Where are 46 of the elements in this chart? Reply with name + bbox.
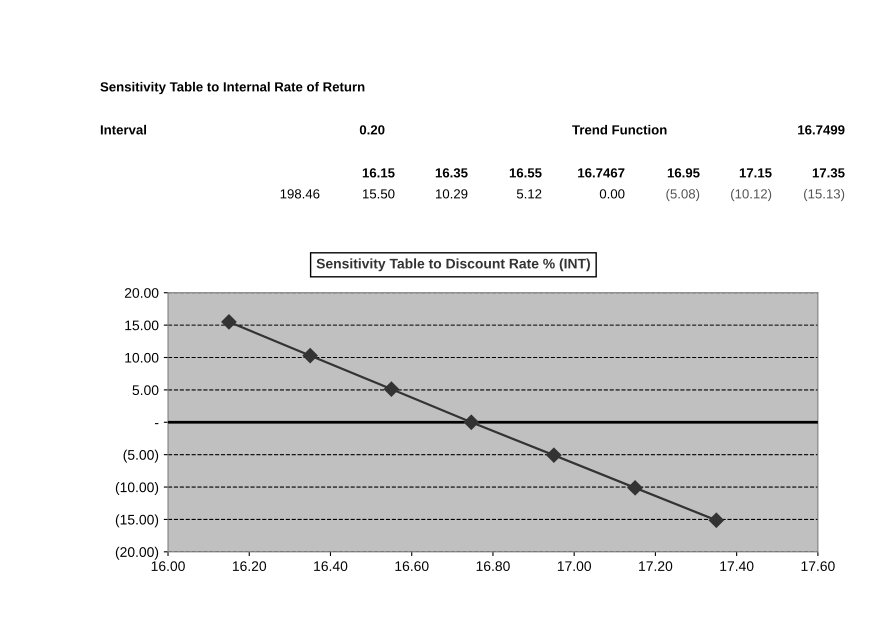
text: 16.55 — [510, 168, 542, 178]
text: 17.35 — [812, 168, 845, 178]
x-tick-label: 17.20 — [639, 561, 672, 572]
point — [628, 480, 643, 496]
text: 0.00 — [600, 189, 624, 199]
point — [302, 348, 318, 364]
x-tick-label: 16.20 — [232, 561, 266, 572]
text: Trend Function — [572, 124, 666, 135]
x-tick-label: 16.40 — [314, 561, 348, 572]
point — [221, 314, 237, 330]
text: 15.50 — [362, 189, 394, 199]
y-tick-label: 10.00 — [125, 352, 158, 363]
text: Sensitivity Table to Internal Rate of Return — [100, 82, 364, 94]
x-tick-label: 17.00 — [558, 561, 592, 572]
point — [708, 512, 724, 528]
text: 10.29 — [436, 189, 468, 199]
x-tick-label: 16.00 — [152, 561, 185, 572]
point — [546, 448, 562, 463]
y-tick-label: (20.00) — [116, 546, 158, 560]
text: 16.35 — [436, 168, 468, 178]
text: 0.20 — [360, 125, 384, 135]
text: 16.7499 — [798, 125, 845, 135]
point — [464, 414, 479, 430]
x-tick-label: 17.40 — [720, 561, 754, 572]
point — [384, 382, 399, 397]
x-tick-label: 16.80 — [476, 561, 510, 572]
text: Interval — [100, 124, 146, 135]
chart-title: Sensitivity Table to Discount Rate % (INT) — [316, 258, 590, 272]
text: (15.13) — [804, 188, 844, 202]
text: (5.08) — [666, 188, 700, 202]
text: 16.15 — [362, 168, 395, 178]
text: 198.46 — [280, 189, 320, 199]
y-tick-label: (15.00) — [116, 514, 158, 528]
text: 5.12 — [516, 189, 542, 199]
y-tick-label: 20.00 — [124, 288, 158, 298]
x-tick-label: 16.60 — [395, 561, 429, 572]
y-tick-label: (5.00) — [124, 450, 158, 463]
text: (10.12) — [731, 188, 772, 202]
y-tick-label: - — [154, 423, 158, 424]
y-tick-label: (10.00) — [116, 482, 158, 495]
y-tick-label: 15.00 — [125, 320, 158, 330]
text: 17.15 — [740, 168, 772, 178]
text: 16.7467 — [578, 168, 624, 178]
x-tick-label: 17.60 — [802, 561, 835, 572]
text: 16.95 — [668, 168, 700, 178]
y-tick-label: 5.00 — [132, 385, 158, 396]
